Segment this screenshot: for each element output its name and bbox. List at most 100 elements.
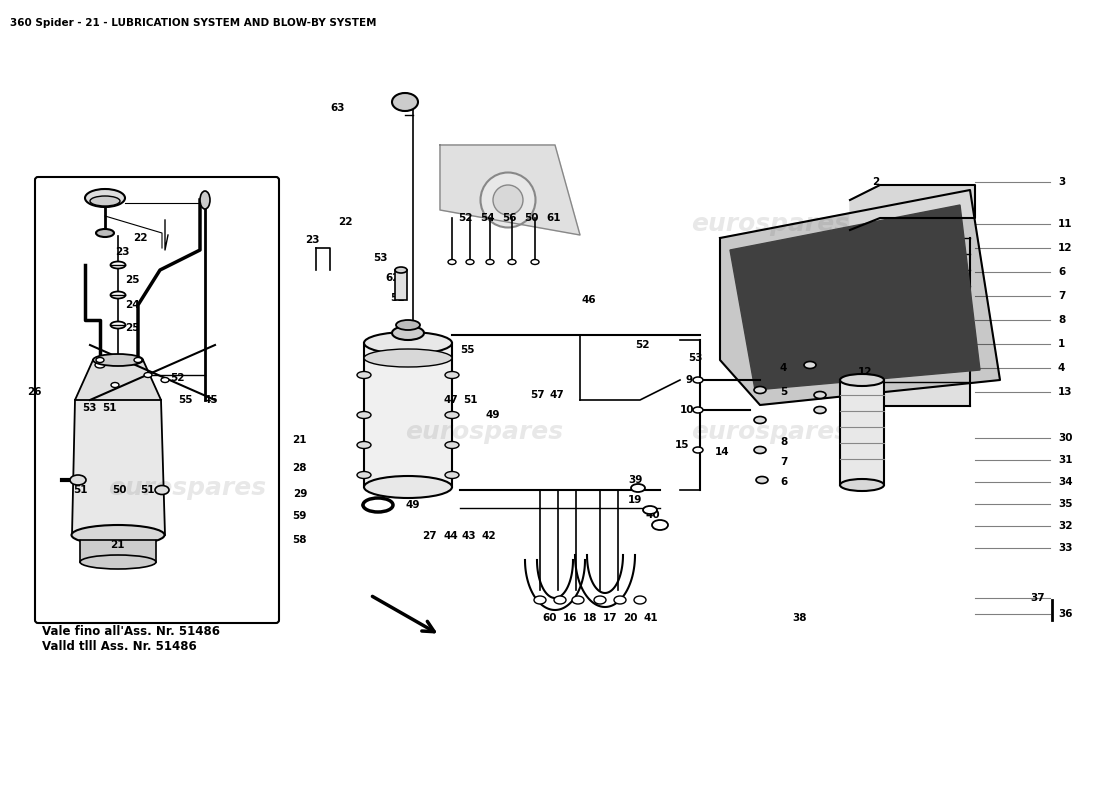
Text: 31: 31 <box>1058 455 1072 465</box>
Ellipse shape <box>358 371 371 378</box>
Text: 32: 32 <box>1058 521 1072 531</box>
Text: 7: 7 <box>780 457 788 467</box>
Ellipse shape <box>144 373 152 378</box>
Text: 21: 21 <box>110 540 124 550</box>
Text: 34: 34 <box>1058 477 1072 487</box>
Text: 35: 35 <box>1058 499 1072 509</box>
Ellipse shape <box>110 322 125 329</box>
Text: 11: 11 <box>1058 219 1072 229</box>
Text: Valld tlll Ass. Nr. 51486: Valld tlll Ass. Nr. 51486 <box>42 640 197 653</box>
Text: 51: 51 <box>74 485 88 495</box>
Text: 51: 51 <box>390 293 405 303</box>
Text: 55: 55 <box>460 345 474 355</box>
Ellipse shape <box>756 477 768 483</box>
Text: 56: 56 <box>502 213 517 223</box>
Ellipse shape <box>364 476 452 498</box>
Ellipse shape <box>95 362 104 368</box>
Ellipse shape <box>754 386 766 394</box>
Text: 47: 47 <box>550 390 564 400</box>
Ellipse shape <box>446 411 459 418</box>
Text: 30: 30 <box>1058 433 1072 443</box>
Text: 8: 8 <box>780 437 788 447</box>
Polygon shape <box>850 185 975 230</box>
Text: 53: 53 <box>688 353 703 363</box>
Text: 58: 58 <box>293 535 307 545</box>
Ellipse shape <box>634 596 646 604</box>
Ellipse shape <box>446 442 459 449</box>
Ellipse shape <box>644 506 657 514</box>
Ellipse shape <box>481 173 536 227</box>
Text: 51: 51 <box>463 395 477 405</box>
Ellipse shape <box>508 259 516 265</box>
Polygon shape <box>72 400 165 535</box>
Text: 10: 10 <box>680 405 694 415</box>
Text: 12: 12 <box>858 367 872 377</box>
Text: 51: 51 <box>140 485 154 495</box>
Ellipse shape <box>395 267 407 273</box>
Ellipse shape <box>111 382 119 387</box>
Ellipse shape <box>96 229 114 237</box>
Text: 24: 24 <box>125 300 140 310</box>
Text: eurospares: eurospares <box>405 420 563 444</box>
Text: 50: 50 <box>112 485 126 495</box>
Text: 60: 60 <box>542 613 557 623</box>
Ellipse shape <box>358 442 371 449</box>
Ellipse shape <box>754 446 766 454</box>
Text: 37: 37 <box>1030 593 1045 603</box>
Text: 49: 49 <box>486 410 500 420</box>
Text: 59: 59 <box>293 511 307 521</box>
Ellipse shape <box>693 377 703 383</box>
Ellipse shape <box>96 358 104 362</box>
Text: Vale fino all'Ass. Nr. 51486: Vale fino all'Ass. Nr. 51486 <box>42 625 220 638</box>
Text: eurospares: eurospares <box>108 476 266 500</box>
Polygon shape <box>75 360 161 400</box>
Ellipse shape <box>840 479 884 491</box>
Ellipse shape <box>80 555 156 569</box>
Text: 5: 5 <box>780 387 788 397</box>
Text: 52: 52 <box>458 213 473 223</box>
Text: 17: 17 <box>603 613 617 623</box>
Ellipse shape <box>652 520 668 530</box>
Ellipse shape <box>200 191 210 209</box>
Text: 57: 57 <box>530 390 544 400</box>
Text: 4: 4 <box>1058 363 1066 373</box>
Ellipse shape <box>572 596 584 604</box>
Text: 23: 23 <box>116 247 130 257</box>
Ellipse shape <box>693 407 703 413</box>
Text: 18: 18 <box>583 613 597 623</box>
Text: 20: 20 <box>623 613 638 623</box>
Text: 51: 51 <box>102 403 117 413</box>
Polygon shape <box>730 205 980 390</box>
Text: 61: 61 <box>546 213 561 223</box>
Ellipse shape <box>486 259 494 265</box>
Text: 41: 41 <box>644 613 658 623</box>
Ellipse shape <box>134 358 142 362</box>
Text: 46: 46 <box>582 295 596 305</box>
Ellipse shape <box>554 596 566 604</box>
Text: 15: 15 <box>675 440 690 450</box>
Text: 27: 27 <box>422 531 437 541</box>
Ellipse shape <box>392 326 424 340</box>
Ellipse shape <box>594 596 606 604</box>
Text: 52: 52 <box>635 340 649 350</box>
Text: 12: 12 <box>1058 243 1072 253</box>
Text: 6: 6 <box>780 477 788 487</box>
Text: 8: 8 <box>1058 315 1065 325</box>
Bar <box>395 270 407 300</box>
Text: 33: 33 <box>1058 543 1072 553</box>
Polygon shape <box>720 190 1000 405</box>
Text: 28: 28 <box>293 463 307 473</box>
Text: 25: 25 <box>125 275 140 285</box>
Text: 4: 4 <box>780 363 788 373</box>
Ellipse shape <box>814 406 826 414</box>
Ellipse shape <box>693 447 703 453</box>
Ellipse shape <box>358 471 371 478</box>
Text: 63: 63 <box>330 103 344 113</box>
Ellipse shape <box>814 391 826 398</box>
Text: 22: 22 <box>133 233 148 243</box>
Text: 53: 53 <box>82 403 97 413</box>
Ellipse shape <box>363 498 393 512</box>
Text: 25: 25 <box>125 323 140 333</box>
Text: 14: 14 <box>715 447 729 457</box>
Ellipse shape <box>804 362 816 369</box>
